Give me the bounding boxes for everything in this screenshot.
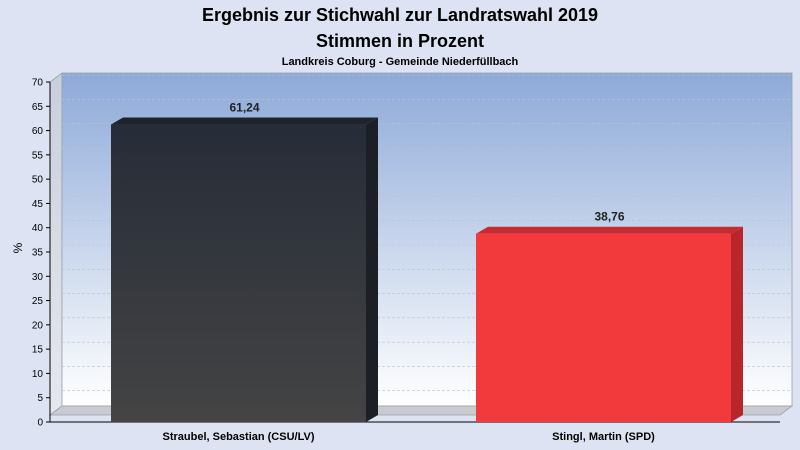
chart-subtitle: Landkreis Coburg - Gemeinde Niederfüllba… bbox=[282, 56, 519, 68]
y-tick-label-25: 25 bbox=[32, 296, 44, 307]
bar-0 bbox=[111, 117, 378, 422]
bar-side-1 bbox=[731, 226, 743, 422]
y-tick-label-65: 65 bbox=[32, 102, 44, 113]
y-tick-label-55: 55 bbox=[32, 150, 44, 161]
y-tick-label-50: 50 bbox=[32, 175, 44, 186]
x-tick-label-0: Straubel, Sebastian (CSU/LV) bbox=[163, 431, 315, 443]
chart-title-line2: Stimmen in Prozent bbox=[316, 31, 484, 51]
left-wall bbox=[49, 72, 63, 416]
bar-top-1 bbox=[476, 226, 743, 234]
bar-side-0 bbox=[366, 117, 378, 422]
data-label-0: 61,24 bbox=[229, 101, 259, 115]
y-tick-label-5: 5 bbox=[37, 393, 43, 404]
bar-front-1 bbox=[476, 233, 731, 422]
y-tick-label-45: 45 bbox=[32, 199, 44, 210]
y-tick-label-20: 20 bbox=[32, 320, 44, 331]
y-tick-label-70: 70 bbox=[32, 78, 44, 89]
y-axis-label: % bbox=[11, 242, 25, 253]
y-tick-label-60: 60 bbox=[32, 126, 44, 137]
bar-front-0 bbox=[111, 124, 366, 422]
y-tick-label-35: 35 bbox=[32, 248, 44, 259]
y-tick-label-15: 15 bbox=[32, 345, 44, 356]
y-tick-label-30: 30 bbox=[32, 272, 44, 283]
x-tick-label-1: Stingl, Martin (SPD) bbox=[552, 431, 655, 443]
data-label-1: 38,76 bbox=[594, 210, 624, 224]
y-tick-label-10: 10 bbox=[32, 369, 44, 380]
chart-title: Ergebnis zur Stichwahl zur Landratswahl … bbox=[202, 5, 598, 25]
y-tick-label-0: 0 bbox=[37, 418, 43, 429]
bar-top-0 bbox=[111, 117, 378, 125]
y-tick-label-40: 40 bbox=[32, 223, 44, 234]
bar-1 bbox=[476, 226, 743, 422]
